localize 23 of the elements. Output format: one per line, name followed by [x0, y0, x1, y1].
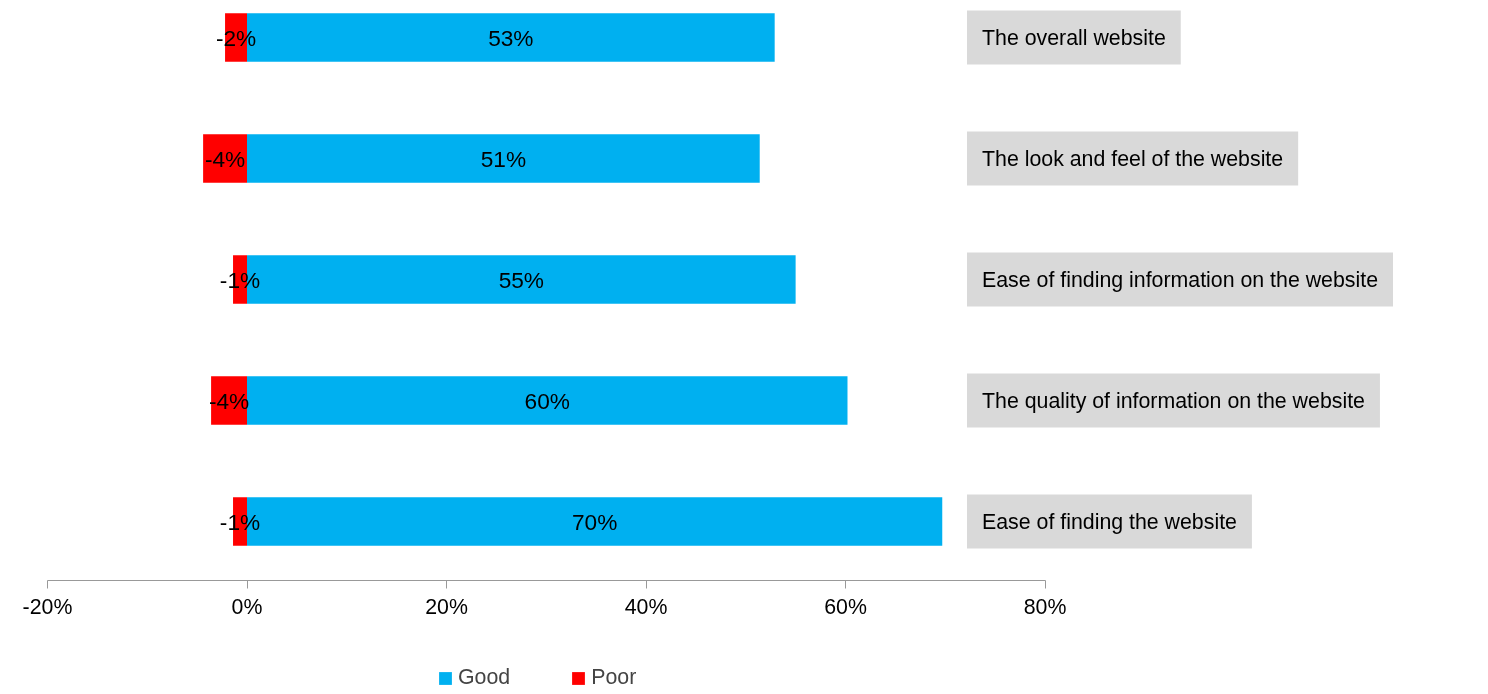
data-label: 70%: [571, 508, 618, 535]
legend-label: Good: [458, 665, 511, 690]
data-label: 55%: [498, 266, 544, 293]
bar: [247, 134, 760, 183]
x-tick-label: 20%: [425, 594, 468, 619]
x-tick-label: 80%: [1023, 594, 1067, 619]
data-label: 53%: [488, 24, 534, 51]
data-label: 51%: [480, 145, 527, 172]
y-tick-label: The overall website: [982, 25, 1166, 50]
x-tick-label: 40%: [624, 594, 668, 619]
x-tick-label: 0%: [231, 594, 263, 619]
x-tick-label: -20%: [22, 594, 73, 619]
y-tick-label: The look and feel of the website: [982, 146, 1284, 171]
data-label: -1%: [219, 508, 261, 535]
y-tick-label: Ease of finding the website: [982, 509, 1237, 534]
y-tick-label: The quality of information on the website: [982, 388, 1365, 413]
bar: [247, 376, 848, 425]
data-label: 60%: [524, 387, 570, 414]
legend-label: Poor: [591, 665, 637, 690]
data-label: -4%: [204, 145, 246, 172]
x-tick-label: 60%: [824, 594, 867, 619]
data-label: -1%: [219, 266, 261, 293]
y-tick-label: Ease of finding information on the website: [982, 267, 1378, 292]
